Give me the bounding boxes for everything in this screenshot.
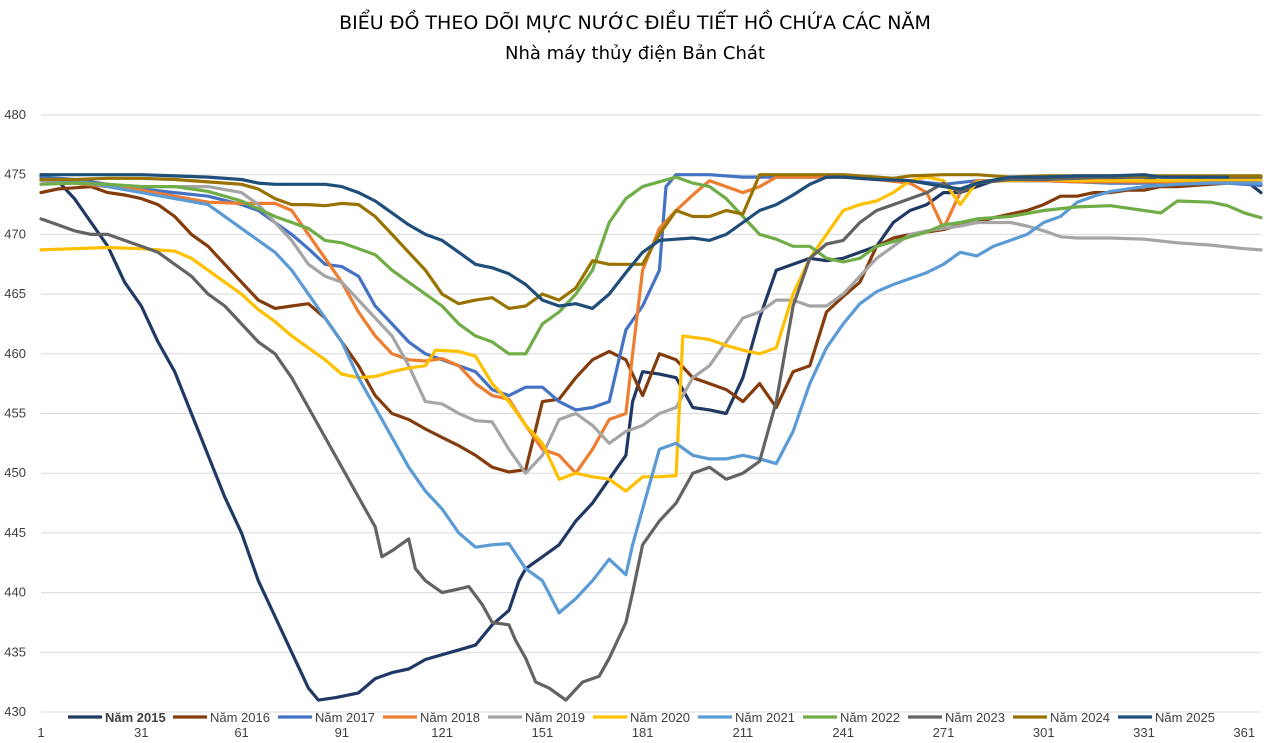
legend-label: Năm 2024 [1050, 710, 1110, 725]
plot-area [39, 173, 1263, 702]
legend-label: Năm 2020 [630, 710, 690, 725]
series-line-5 [39, 179, 1263, 475]
y-tick-label: 435 [4, 644, 26, 659]
legend-label: Năm 2025 [1155, 710, 1215, 725]
chart-title: BIỂU ĐỒ THEO DÕI MỰC NƯỚC ĐIỀU TIẾT HỒ C… [339, 12, 931, 34]
series-line-2 [39, 177, 1263, 474]
x-tick-label: 271 [933, 725, 955, 740]
x-tick-label: 121 [431, 725, 453, 740]
legend-label: Năm 2022 [840, 710, 900, 725]
y-tick-label: 465 [4, 286, 26, 301]
y-tick-label: 455 [4, 406, 26, 421]
x-tick-label: 361 [1233, 725, 1255, 740]
legend-label: Năm 2019 [525, 710, 585, 725]
legend-label: Năm 2021 [735, 710, 795, 725]
y-tick-label: 440 [4, 585, 26, 600]
x-tick-label: 331 [1133, 725, 1155, 740]
x-tick-label: 181 [632, 725, 654, 740]
y-tick-label: 475 [4, 167, 26, 182]
series-line-9 [39, 175, 1263, 702]
legend-label: Năm 2018 [420, 710, 480, 725]
y-tick-label: 450 [4, 465, 26, 480]
y-tick-label: 445 [4, 525, 26, 540]
legend-label: Năm 2015 [105, 710, 166, 725]
series-line-7 [39, 177, 1263, 615]
series-line-6 [39, 175, 1263, 493]
x-tick-label: 241 [832, 725, 854, 740]
x-tick-label: 91 [335, 725, 349, 740]
x-tick-label: 151 [532, 725, 554, 740]
x-tick-label: 31 [134, 725, 148, 740]
series-line-10 [39, 173, 1263, 310]
y-tick-label: 430 [4, 704, 26, 719]
chart-subtitle: Nhà máy thủy điện Bản Chát [504, 43, 765, 64]
x-tick-label: 1 [37, 725, 44, 740]
y-tick-label: 470 [4, 226, 26, 241]
y-tick-label: 460 [4, 346, 26, 361]
legend-label: Năm 2016 [210, 710, 270, 725]
legend-label: Năm 2023 [945, 710, 1005, 725]
x-tick-label: 301 [1033, 725, 1055, 740]
series-line-8 [39, 175, 1263, 356]
x-tick-label: 211 [733, 725, 754, 740]
legend: Năm 2015 Năm 2016 Năm 2017 Năm 2018 Năm 2019… [68, 710, 1215, 725]
series-line-11 [39, 173, 1230, 310]
series-line-4 [39, 175, 1263, 475]
gridlines [41, 114, 1261, 713]
x-tick-label: 61 [234, 725, 248, 740]
x-axis: 1 31 61 91 121 151 181 211 241 271 301 331 361 [37, 725, 1255, 740]
y-tick-label: 480 [4, 107, 26, 122]
y-axis: 430 435 440 445 450 455 460 465 470 475 480 [4, 107, 26, 719]
legend-label: Năm 2017 [315, 710, 375, 725]
